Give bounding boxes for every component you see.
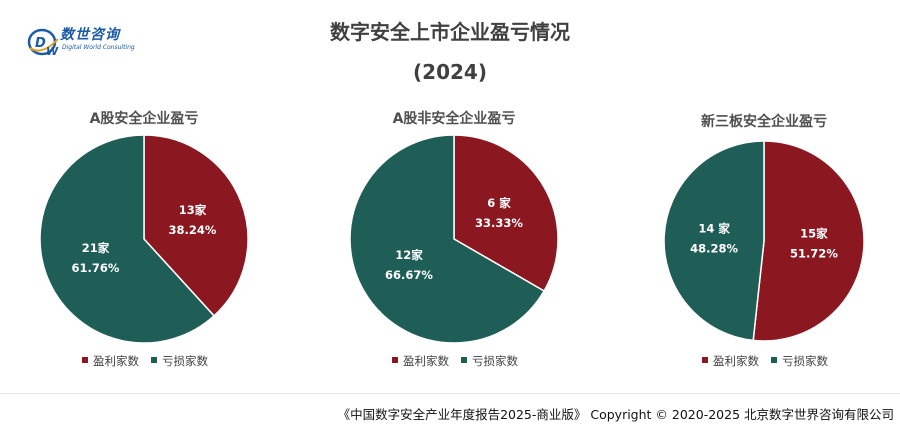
legend-label-loss: 亏损家数 xyxy=(162,354,208,368)
copyright-text: 《中国数字安全产业年度报告2025-商业版》 Copyright © 2020-… xyxy=(337,407,894,422)
logo-chinese-name: 数世咨询 xyxy=(60,27,120,43)
legend-swatch-loss xyxy=(461,357,467,363)
slice-percent-label: 61.76% xyxy=(72,261,120,275)
company-logo: D W 数世咨询 Digital World Consulting xyxy=(26,23,156,59)
pie-slice-profit xyxy=(143,134,249,317)
pie-title: 新三板安全企业盈亏 xyxy=(701,113,827,130)
slice-percent-label: 66.67% xyxy=(385,268,433,282)
page-year: (2024) xyxy=(413,60,487,84)
slice-percent-label: 38.24% xyxy=(169,223,217,237)
slice-percent-label: 51.72% xyxy=(790,247,838,261)
slice-count-label: 6 家 xyxy=(487,196,511,210)
slice-count-label: 21家 xyxy=(82,241,110,255)
slice-count-label: 15家 xyxy=(800,227,828,241)
slice-count-label: 12家 xyxy=(395,248,423,262)
legend-swatch-loss xyxy=(151,357,157,363)
page-title: 数字安全上市企业盈亏情况 xyxy=(330,20,570,44)
pie-title: A股非安全企业盈亏 xyxy=(393,110,516,127)
pie-title: A股安全企业盈亏 xyxy=(90,110,199,127)
legend-swatch-loss xyxy=(771,357,777,363)
slice-count-label: 13家 xyxy=(179,203,207,217)
legend-swatch-profit xyxy=(392,357,398,363)
pie-slice-loss xyxy=(349,134,546,344)
slice-percent-label: 48.28% xyxy=(690,241,738,255)
legend-label-loss: 亏损家数 xyxy=(472,354,518,368)
legend-label-loss: 亏损家数 xyxy=(782,354,828,368)
footer: 《中国数字安全产业年度报告2025-商业版》 Copyright © 2020-… xyxy=(0,393,900,432)
pie-slice-loss xyxy=(39,134,216,344)
legend-label-profit: 盈利家数 xyxy=(403,354,449,368)
svg-text:D: D xyxy=(35,36,46,51)
dw-logo-icon: D W xyxy=(27,28,59,57)
logo-english-name: Digital World Consulting xyxy=(62,44,135,51)
pie-slice-profit xyxy=(752,140,865,342)
legend-swatch-profit xyxy=(702,357,708,363)
legend-label-profit: 盈利家数 xyxy=(93,354,139,368)
svg-text:W: W xyxy=(46,45,59,57)
legend-label-profit: 盈利家数 xyxy=(713,354,759,368)
slice-percent-label: 33.33% xyxy=(475,216,523,230)
slice-count-label: 14 家 xyxy=(698,221,730,235)
pie-slice-loss xyxy=(663,140,765,342)
pie-slice-profit xyxy=(453,134,559,293)
legend-swatch-profit xyxy=(82,357,88,363)
